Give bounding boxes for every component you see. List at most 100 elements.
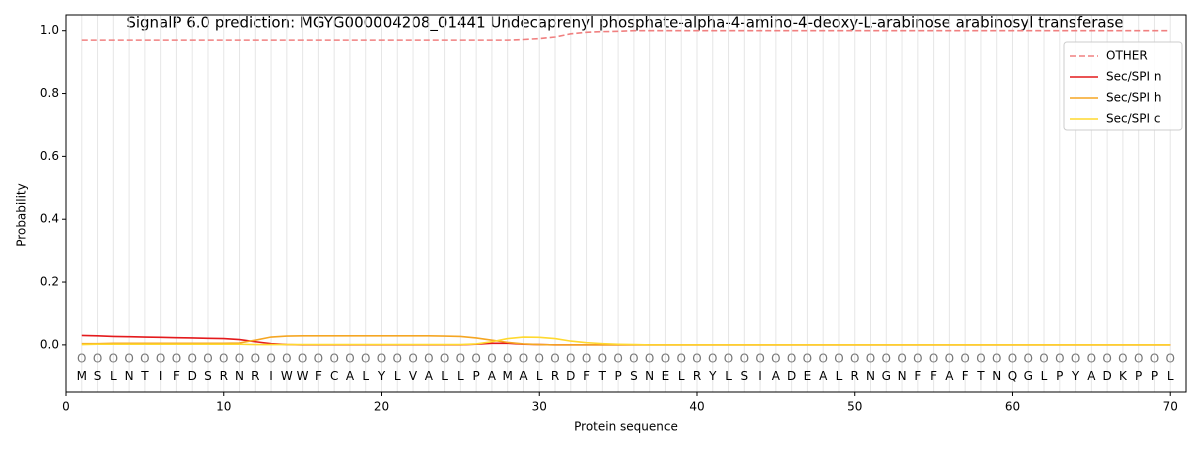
residue-label: Y (708, 369, 717, 383)
region-label: O (282, 352, 291, 366)
residue-label: T (976, 369, 985, 383)
residue-label: M (77, 369, 87, 383)
region-label: O (661, 352, 670, 366)
region-label: O (645, 352, 654, 366)
region-label: O (976, 352, 985, 366)
residue-label: T (140, 369, 149, 383)
region-label: O (266, 352, 275, 366)
y-tick-label: 0.4 (40, 212, 59, 226)
region-label: O (219, 352, 228, 366)
region-label: O (187, 352, 196, 366)
chart-title: SignalP 6.0 prediction: MGYG000004208_01… (126, 14, 1123, 33)
x-tick-label: 30 (532, 400, 547, 414)
x-tick-label: 10 (216, 400, 231, 414)
x-tick-label: 20 (374, 400, 389, 414)
region-label: O (613, 352, 622, 366)
series-line (81, 29, 1171, 41)
region-label: O (172, 352, 181, 366)
residue-label: N (645, 369, 654, 383)
residue-label: R (693, 369, 701, 383)
region-label: O (897, 352, 906, 366)
x-axis-label: Protein sequence (574, 420, 678, 434)
region-label: O (314, 352, 323, 366)
region-label: O (109, 352, 118, 366)
region-label: O (1087, 352, 1096, 366)
residue-label: L (1041, 369, 1048, 383)
region-label: O (708, 352, 717, 366)
legend-label: OTHER (1106, 49, 1148, 63)
residue-label: R (220, 369, 228, 383)
region-label: O (582, 352, 591, 366)
residue-label: R (851, 369, 859, 383)
y-axis-label: Probability (15, 183, 29, 246)
region-label: O (487, 352, 496, 366)
region-label: O (1165, 352, 1174, 366)
region-label: O (724, 352, 733, 366)
region-label: O (503, 352, 512, 366)
residue-label: D (188, 369, 197, 383)
residue-label: P (473, 369, 480, 383)
residue-label: S (94, 369, 102, 383)
y-tick-label: 1.0 (40, 23, 59, 37)
residue-label: I (159, 369, 163, 383)
residue-label: N (898, 369, 907, 383)
residue-label: N (866, 369, 875, 383)
legend-label: Sec/SPI n (1106, 70, 1161, 84)
region-label: O (960, 352, 969, 366)
region-label: O (1071, 352, 1080, 366)
region-label: O (929, 352, 938, 366)
y-tick-label: 0.6 (40, 149, 59, 163)
residue-label: D (787, 369, 796, 383)
residue-label: S (630, 369, 638, 383)
region-label: O (1134, 352, 1143, 366)
region-label: O (408, 352, 417, 366)
residue-label: Q (1008, 369, 1017, 383)
residue-label: C (330, 369, 338, 383)
residue-label: Y (1071, 369, 1080, 383)
region-label: O (251, 352, 260, 366)
residue-label: S (740, 369, 748, 383)
residue-label: P (1151, 369, 1158, 383)
residue-label: V (409, 369, 418, 383)
region-label: O (992, 352, 1001, 366)
y-tick-label: 0.0 (40, 337, 59, 351)
residue-label: N (125, 369, 134, 383)
residue-label: P (1135, 369, 1142, 383)
x-tick-label: 50 (847, 400, 862, 414)
residue-label: A (945, 369, 954, 383)
region-label: O (345, 352, 354, 366)
region-label: O (77, 352, 86, 366)
region-label: O (755, 352, 764, 366)
residue-label: W (281, 369, 293, 383)
residue-label: F (315, 369, 322, 383)
region-label: O (550, 352, 559, 366)
region-label: O (140, 352, 149, 366)
region-label: O (818, 352, 827, 366)
x-tick-label: 60 (1005, 400, 1020, 414)
region-label: O (1055, 352, 1064, 366)
residue-label: L (110, 369, 117, 383)
region-label: O (598, 352, 607, 366)
residue-label: F (962, 369, 969, 383)
residue-label: F (583, 369, 590, 383)
region-label: O (834, 352, 843, 366)
region-label: O (629, 352, 638, 366)
residue-label: A (425, 369, 434, 383)
region-label: O (93, 352, 102, 366)
region-label: O (519, 352, 528, 366)
residue-label: R (551, 369, 559, 383)
residue-label: I (758, 369, 762, 383)
region-label: O (1008, 352, 1017, 366)
residue-label: W (297, 369, 309, 383)
x-tick-label: 0 (62, 400, 70, 414)
residue-label: L (362, 369, 369, 383)
residue-label: P (614, 369, 621, 383)
region-label: O (124, 352, 133, 366)
region-label: O (771, 352, 780, 366)
residue-label: P (1056, 369, 1063, 383)
region-label: O (235, 352, 244, 366)
region-label: O (298, 352, 307, 366)
series-line (81, 336, 1171, 346)
